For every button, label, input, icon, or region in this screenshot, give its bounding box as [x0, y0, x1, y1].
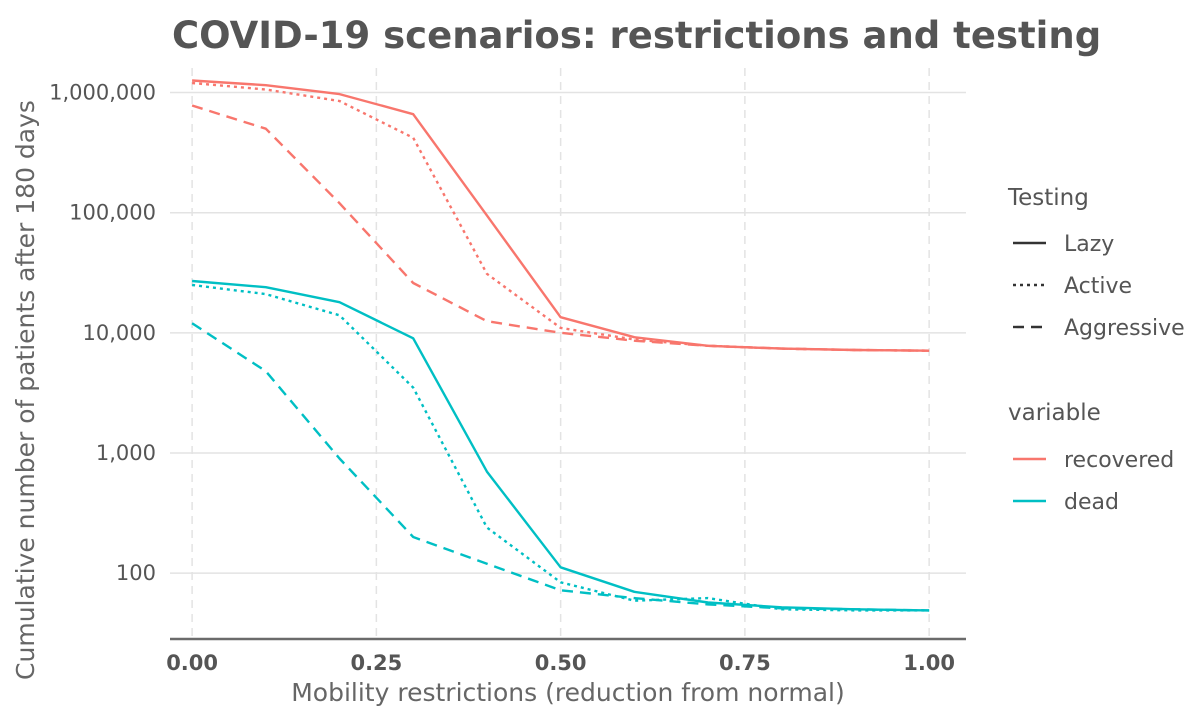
y-tick-label: 1,000,000	[49, 81, 156, 105]
x-tick-label: 1.00	[903, 651, 955, 675]
y-axis-title: Cumulative number of patients after 180 …	[11, 100, 40, 680]
x-tick-label: 0.00	[166, 651, 218, 675]
x-tick-label: 0.75	[719, 651, 771, 675]
legend-label-lazy: Lazy	[1064, 232, 1114, 257]
legend-label-aggressive: Aggressive	[1064, 316, 1185, 341]
y-tick-label: 100	[116, 561, 156, 585]
y-tick-label: 1,000	[96, 441, 156, 465]
grid	[170, 68, 966, 636]
legend-label-recovered: recovered	[1064, 448, 1174, 473]
x-axis-title: Mobility restrictions (reduction from no…	[291, 678, 845, 707]
x-tick-label: 0.25	[350, 651, 402, 675]
legend-title-testing: Testing	[1007, 185, 1089, 211]
x-tick-labels: 0.00 0.25 0.50 0.75 1.00	[166, 651, 955, 675]
series-dead-lazy	[191, 279, 930, 612]
x-tick-label: 0.50	[535, 651, 587, 675]
y-tick-label: 100,000	[69, 201, 156, 225]
chart-title: COVID-19 scenarios: restrictions and tes…	[172, 14, 1101, 57]
series-dead-active	[191, 283, 930, 612]
legend-label-active: Active	[1064, 274, 1132, 299]
series-recovered-aggressive	[191, 104, 930, 352]
series-lines	[191, 79, 930, 612]
legend-title-variable: variable	[1008, 400, 1101, 426]
series-dead-aggressive	[191, 322, 930, 612]
y-tick-label: 10,000	[83, 321, 156, 345]
legend-label-dead: dead	[1064, 490, 1119, 515]
y-tick-labels: 100 1,000 10,000 100,000 1,000,000	[49, 81, 156, 586]
legend: Testing Lazy Active Aggressive variable recov…	[1007, 185, 1185, 515]
